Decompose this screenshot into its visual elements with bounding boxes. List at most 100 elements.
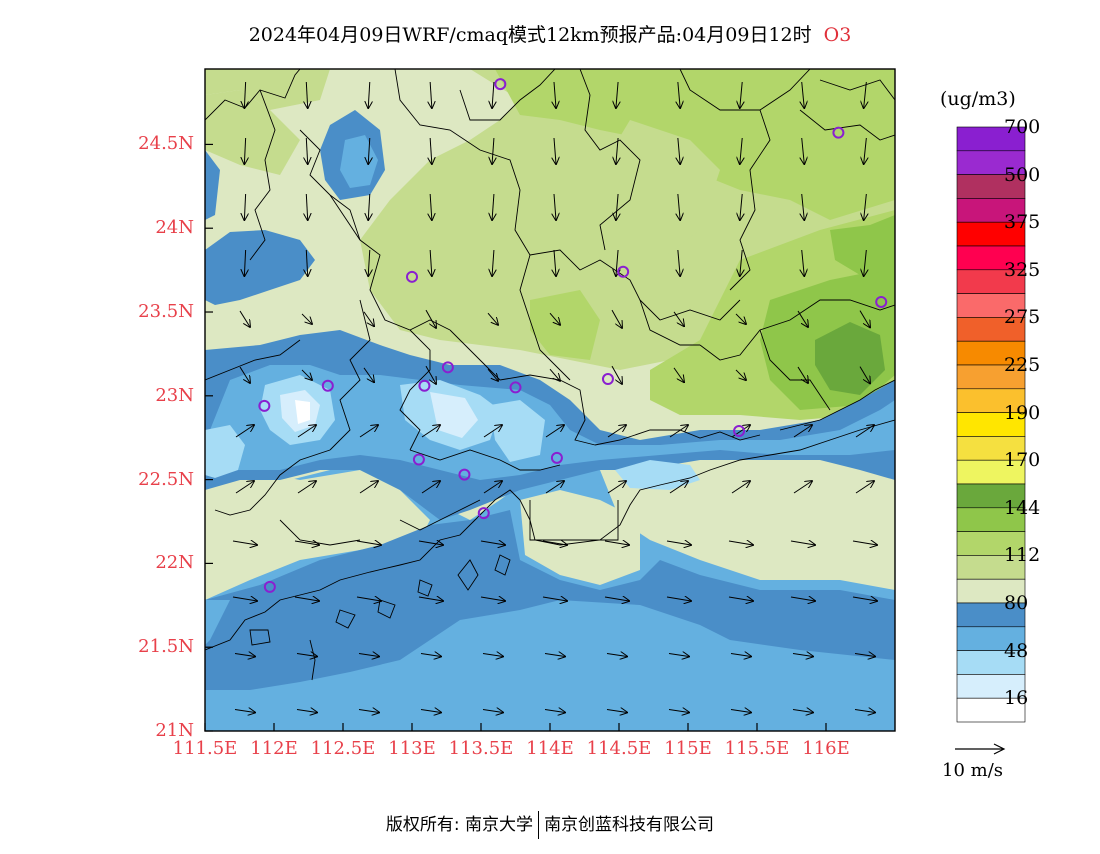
wind-arrow: [549, 312, 560, 325]
station-marker: [458, 468, 471, 481]
colorbar-label: 375: [1004, 211, 1041, 234]
lon-label: 111.5E: [172, 738, 238, 759]
wind-arrow: [232, 541, 257, 545]
wind-arrow: [854, 654, 875, 657]
wind-arrow: [735, 313, 746, 324]
station-marker: [321, 379, 334, 392]
station-marker: [550, 451, 563, 464]
lon-label: 114.5E: [586, 738, 652, 759]
station-marker: [258, 399, 271, 412]
wind-arrow: [735, 369, 746, 380]
wind-arrow: [728, 597, 753, 601]
wind-arrow: [666, 597, 691, 601]
wind-arrow: [483, 425, 502, 438]
lat-label: 22N: [155, 552, 194, 574]
wind-arrow: [802, 249, 805, 276]
wind-arrow: [669, 481, 688, 494]
copyright-company: 南京创蓝科技有限公司: [544, 815, 715, 835]
wind-arrow: [359, 481, 378, 494]
wind-arrow: [430, 193, 432, 220]
lat-label: 23N: [155, 384, 194, 406]
wind-arrow: [358, 710, 379, 713]
wind-arrow: [668, 654, 689, 657]
lon-label: 114E: [526, 738, 574, 759]
wind-arrow: [244, 81, 245, 108]
ozone-field: [205, 69, 895, 731]
colorbar-label: 80: [1004, 592, 1029, 614]
wind-arrow: [864, 249, 867, 276]
lat-label: 24N: [155, 217, 194, 239]
wind-arrow: [616, 137, 618, 164]
wind-arrow: [792, 654, 813, 657]
wind-arrow: [730, 710, 751, 713]
wind-arrow: [363, 367, 374, 382]
colorbar-label: 48: [1004, 639, 1029, 662]
wind-arrow: [852, 597, 877, 601]
wind-arrow: [793, 425, 812, 438]
wind-arrow: [542, 541, 567, 545]
wind-arrow: [492, 137, 494, 164]
wind-arrow: [797, 366, 808, 383]
wind-arrow: [421, 425, 440, 438]
station-marker: [406, 270, 418, 283]
station-marker: [263, 580, 276, 593]
colorbar-label: 112: [1004, 544, 1041, 567]
wind-arrow: [611, 365, 622, 384]
lon-label: 115E: [664, 738, 712, 759]
wind-arrow: [297, 481, 316, 494]
wind-arrow: [234, 710, 255, 713]
wind-arrow: [235, 425, 254, 438]
colorbar-label: 500: [1004, 163, 1041, 186]
wind-arrow: [420, 710, 441, 713]
wind-arrow: [232, 597, 257, 601]
wind-arrow: [306, 249, 307, 276]
wind-arrow: [554, 81, 556, 108]
wind-arrow: [793, 481, 812, 494]
colorbar-label: 325: [1004, 258, 1041, 281]
colorbar-label: 275: [1004, 306, 1041, 329]
wind-arrow: [669, 425, 688, 438]
wind-arrow: [606, 710, 627, 713]
wind-vectors: [232, 81, 877, 713]
wind-arrow: [678, 81, 680, 108]
wind-arrow: [430, 249, 432, 276]
wind-arrow: [790, 597, 815, 601]
wind-arrow: [425, 365, 436, 384]
wind-arrow: [234, 654, 255, 657]
wind-arrow: [359, 425, 378, 438]
wind-reference-arrow: [955, 743, 1006, 755]
wind-arrow: [797, 310, 808, 327]
wind-arrow: [296, 710, 317, 713]
colorbar-label: 144: [1004, 496, 1041, 519]
wind-arrow: [425, 309, 436, 328]
wind-arrow: [297, 425, 316, 438]
wind-arrow: [606, 654, 627, 657]
wind-arrow: [802, 81, 805, 108]
wind-arrow: [368, 137, 370, 164]
lon-label: 112E: [250, 738, 298, 759]
station-marker: [509, 381, 522, 394]
wind-arrow: [673, 367, 684, 382]
station-marker: [418, 379, 431, 392]
colorbar-swatch: [956, 697, 1026, 723]
station-marker: [601, 373, 614, 386]
station-marker: [832, 126, 845, 139]
wind-arrow: [678, 193, 680, 220]
wind-arrow: [855, 425, 874, 438]
wind-arrow: [604, 541, 629, 545]
colorbar-label: 225: [1004, 354, 1041, 376]
wind-arrow: [294, 541, 319, 545]
wind-arrow: [730, 654, 751, 657]
wind-arrow: [544, 654, 565, 657]
wind-arrow: [244, 193, 245, 220]
wind-arrow: [306, 81, 307, 108]
wind-arrow: [363, 311, 374, 326]
wind-arrow: [668, 710, 689, 713]
axis-ticks: [204, 143, 827, 732]
wind-arrow: [666, 541, 691, 545]
wind-arrow: [678, 137, 680, 164]
wind-arrow: [604, 597, 629, 601]
wind-arrow: [492, 249, 494, 276]
wind-arrow: [294, 597, 319, 601]
